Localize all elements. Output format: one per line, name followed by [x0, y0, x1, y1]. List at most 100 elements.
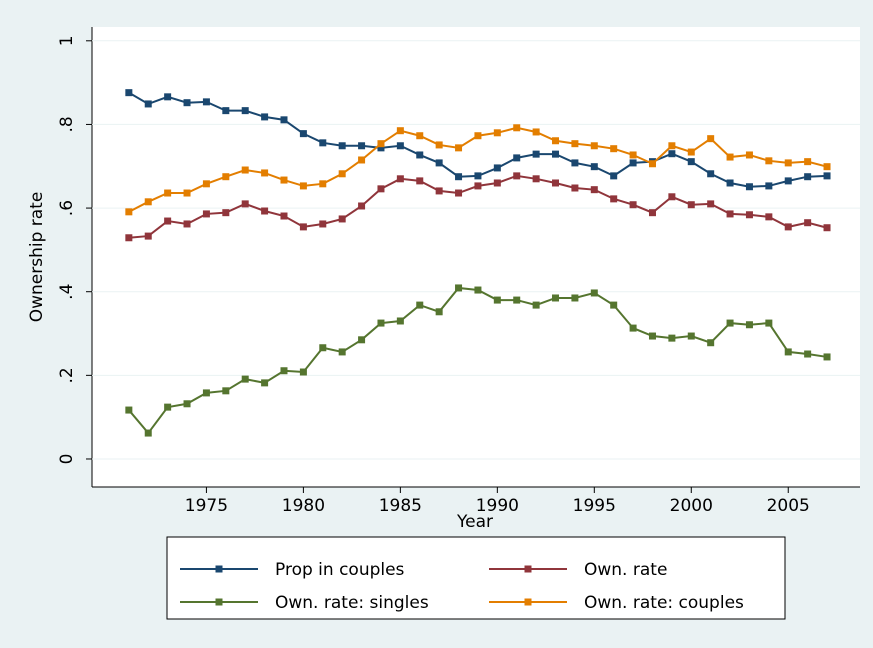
marker: [377, 185, 385, 193]
marker: [319, 220, 327, 228]
marker: [319, 180, 327, 188]
marker: [823, 163, 831, 171]
marker: [261, 207, 269, 215]
marker: [552, 150, 560, 158]
marker: [571, 294, 579, 302]
marker: [629, 201, 637, 209]
marker: [416, 301, 424, 309]
marker: [377, 319, 385, 327]
marker: [358, 336, 366, 344]
marker: [493, 129, 501, 137]
marker: [164, 403, 172, 411]
marker: [532, 128, 540, 136]
marker: [183, 220, 191, 228]
marker: [745, 321, 753, 329]
marker: [261, 113, 269, 121]
marker: [804, 350, 812, 358]
marker: [513, 124, 521, 132]
marker: [183, 400, 191, 408]
marker: [610, 301, 618, 309]
legend-marker: [215, 565, 223, 573]
marker: [571, 140, 579, 148]
marker: [668, 334, 676, 342]
marker: [299, 130, 307, 138]
y-tick-label: .6: [57, 200, 77, 216]
marker: [338, 215, 346, 223]
marker: [144, 232, 152, 240]
plot-area: [92, 27, 860, 487]
marker: [629, 159, 637, 167]
marker: [474, 172, 482, 180]
marker: [377, 144, 385, 152]
marker: [377, 140, 385, 148]
marker: [668, 142, 676, 150]
marker: [610, 172, 618, 180]
marker: [241, 375, 249, 383]
marker: [455, 284, 463, 292]
legend: [166, 536, 786, 620]
marker: [474, 132, 482, 140]
marker: [455, 173, 463, 181]
marker: [493, 164, 501, 172]
y-tick-label: .8: [57, 116, 77, 132]
marker: [202, 210, 210, 218]
marker: [299, 223, 307, 231]
marker: [571, 184, 579, 192]
y-tick-label: 1: [57, 35, 77, 46]
marker: [319, 139, 327, 147]
marker: [125, 208, 133, 216]
marker: [707, 339, 715, 347]
marker: [590, 186, 598, 194]
marker: [726, 319, 734, 327]
marker: [183, 189, 191, 197]
x-tick-label: 2000: [670, 496, 713, 516]
marker: [513, 154, 521, 162]
marker: [164, 189, 172, 197]
marker: [552, 294, 560, 302]
marker: [784, 348, 792, 356]
marker: [474, 182, 482, 190]
marker: [687, 148, 695, 156]
legend-label: Own. rate: couples: [584, 593, 744, 613]
marker: [823, 353, 831, 361]
legend-label: Own. rate: singles: [275, 593, 429, 613]
marker: [745, 183, 753, 191]
legend-marker: [215, 598, 223, 606]
marker: [687, 332, 695, 340]
marker: [629, 324, 637, 332]
marker: [164, 217, 172, 225]
marker: [823, 224, 831, 232]
marker: [416, 132, 424, 140]
marker: [241, 166, 249, 174]
x-tick-label: 1995: [573, 496, 616, 516]
marker: [784, 159, 792, 167]
marker: [435, 141, 443, 149]
marker: [280, 212, 288, 220]
marker: [261, 169, 269, 177]
marker: [765, 157, 773, 165]
marker: [552, 137, 560, 145]
marker: [571, 159, 579, 167]
marker: [745, 211, 753, 219]
marker: [590, 142, 598, 150]
marker: [202, 98, 210, 106]
marker: [493, 179, 501, 187]
marker: [144, 100, 152, 108]
marker: [804, 173, 812, 181]
marker: [513, 296, 521, 304]
marker: [648, 209, 656, 217]
marker: [358, 142, 366, 150]
marker: [338, 170, 346, 178]
marker: [144, 429, 152, 437]
marker: [435, 308, 443, 316]
y-axis-title: Ownership rate: [27, 192, 47, 323]
marker: [804, 219, 812, 227]
marker: [648, 332, 656, 340]
marker: [726, 179, 734, 187]
marker: [707, 200, 715, 208]
marker: [280, 116, 288, 124]
marker: [726, 153, 734, 161]
marker: [222, 173, 230, 181]
y-tick-label: 0: [57, 454, 77, 465]
